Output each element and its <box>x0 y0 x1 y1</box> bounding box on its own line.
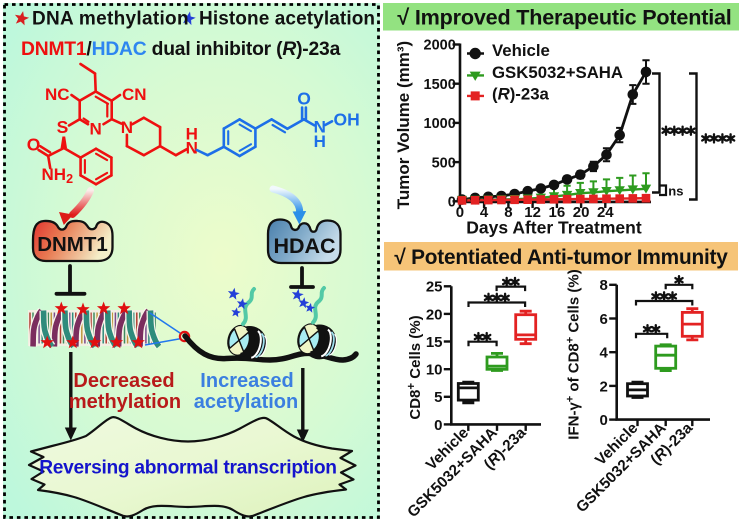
svg-text:Vehicle: Vehicle <box>492 41 550 60</box>
svg-text:NC: NC <box>45 85 70 104</box>
svg-text:IFN-γ+ of CD8+ Cells (%): IFN-γ+ of CD8+ Cells (%) <box>565 269 583 439</box>
svg-text:Reversing abnormal transcripti: Reversing abnormal transcription <box>39 458 336 479</box>
svg-text:N: N <box>90 120 102 139</box>
svg-text:CD8+ Cells (%): CD8+ Cells (%) <box>406 315 424 419</box>
svg-text:N: N <box>186 139 198 158</box>
svg-text:H: H <box>186 125 198 144</box>
svg-text:16: 16 <box>549 204 566 221</box>
svg-text:ns: ns <box>668 184 683 199</box>
svg-text:O: O <box>27 135 41 155</box>
svg-text:Decreased: Decreased <box>73 370 174 392</box>
svg-text:0: 0 <box>434 417 442 434</box>
svg-text:acetylation: acetylation <box>194 391 298 413</box>
svg-text:10: 10 <box>426 362 443 379</box>
svg-text:Histone acetylation: Histone acetylation <box>199 9 375 30</box>
svg-text:500: 500 <box>432 155 456 171</box>
svg-text:20: 20 <box>573 204 590 221</box>
svg-text:8: 8 <box>600 277 608 294</box>
svg-text:√ Improved Therapeutic Potenti: √ Improved Therapeutic Potential <box>397 5 731 30</box>
svg-text:H: H <box>314 132 326 151</box>
svg-text:1000: 1000 <box>424 116 456 132</box>
svg-text:0: 0 <box>456 204 464 221</box>
svg-text:6: 6 <box>600 311 608 328</box>
svg-text:4: 4 <box>480 204 489 221</box>
svg-text:8: 8 <box>504 204 512 221</box>
svg-text:25: 25 <box>426 279 443 296</box>
svg-text:0: 0 <box>600 412 608 429</box>
svg-text:12: 12 <box>524 204 541 221</box>
svg-text:Tumor Volume (mm³): Tumor Volume (mm³) <box>394 41 413 209</box>
svg-text:20: 20 <box>426 306 443 323</box>
svg-text:Increased: Increased <box>200 370 293 392</box>
svg-text:5: 5 <box>434 389 442 406</box>
svg-text:N: N <box>314 118 326 137</box>
svg-text:N: N <box>121 118 133 137</box>
svg-text:15: 15 <box>426 334 443 351</box>
svg-text:4: 4 <box>600 345 609 362</box>
svg-text:S: S <box>57 117 69 137</box>
svg-text:DNA methylation: DNA methylation <box>32 9 189 30</box>
svg-text:DNMT1/HDAC dual inhibitor (R)-: DNMT1/HDAC dual inhibitor (R)-23a <box>21 39 341 60</box>
svg-text:0: 0 <box>448 195 456 211</box>
svg-text:Days After Treatment: Days After Treatment <box>466 218 642 238</box>
svg-text:(R)-23a: (R)-23a <box>492 85 550 104</box>
svg-text:2000: 2000 <box>424 38 456 54</box>
svg-text:CN: CN <box>122 85 147 104</box>
svg-text:OH: OH <box>334 110 360 130</box>
svg-text:O: O <box>297 89 311 109</box>
svg-text:√ Potentiated Anti-tumor Immun: √ Potentiated Anti-tumor Immunity <box>394 246 728 269</box>
svg-text:24: 24 <box>597 204 614 221</box>
svg-text:NH2: NH2 <box>42 165 74 186</box>
svg-text:methylation: methylation <box>69 391 181 413</box>
svg-text:DNMT1: DNMT1 <box>37 233 108 256</box>
svg-text:HDAC: HDAC <box>273 234 335 258</box>
svg-text:2: 2 <box>600 378 608 395</box>
svg-text:1500: 1500 <box>424 77 456 93</box>
svg-text:GSK5032+SAHA: GSK5032+SAHA <box>492 63 623 82</box>
